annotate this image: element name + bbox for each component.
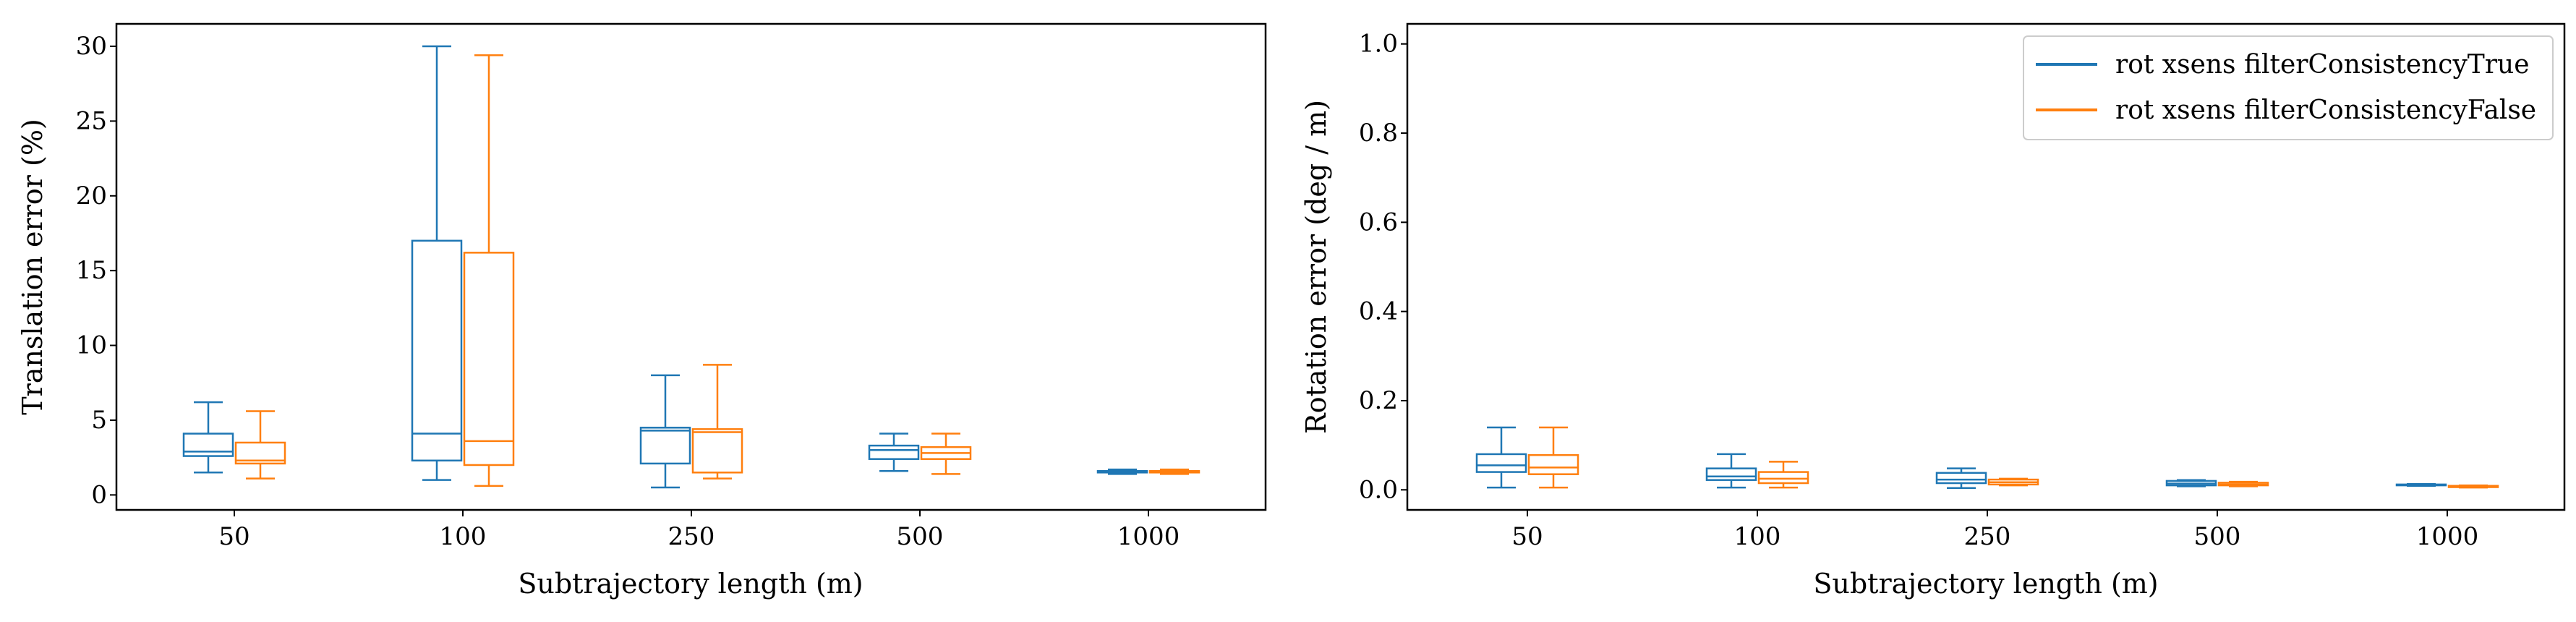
box-true-50 [1475, 426, 1527, 489]
y-tick-label: 0.6 [1359, 208, 1398, 237]
box-false-100 [1757, 461, 1809, 489]
box-iqr [1935, 472, 1987, 485]
plot-area-frame [1406, 22, 2566, 511]
box-true-50 [182, 401, 234, 474]
y-tick-label: 1.0 [1359, 30, 1398, 59]
x-axis-label: Subtrajectory length (m) [518, 568, 863, 600]
box-iqr [1757, 471, 1809, 485]
y-tick-label: 0.4 [1359, 297, 1398, 326]
y-axis-label: Translation error (%) [17, 119, 48, 415]
box-marks [1475, 426, 2499, 490]
y-tick-label: 0.8 [1359, 119, 1398, 148]
box-iqr [639, 427, 691, 465]
box-false-1000 [1148, 468, 1200, 475]
x-tick-label: 1000 [2416, 522, 2479, 551]
x-tick-label: 100 [1734, 522, 1781, 551]
x-tick-label: 500 [897, 522, 944, 551]
rotation-error-panel: Subtrajectory length (m) Rotation error … [1300, 22, 2566, 600]
y-tick-label: 5 [91, 406, 107, 435]
box-true-1000 [2395, 482, 2447, 487]
x-tick-label: 1000 [1117, 522, 1180, 551]
x-tick-label: 500 [2194, 522, 2241, 551]
box-false-250 [691, 364, 743, 480]
box-true-1000 [1096, 468, 1148, 475]
box-iqr [1475, 453, 1527, 473]
box-true-100 [1705, 453, 1757, 489]
box-marks [182, 45, 1200, 489]
box-iqr [234, 441, 286, 465]
y-tick-label: 10 [76, 331, 107, 360]
box-iqr [411, 239, 463, 462]
x-tick-label: 50 [1511, 522, 1543, 551]
box-false-1000 [2447, 484, 2499, 489]
x-axis-label: Subtrajectory length (m) [1813, 568, 2158, 600]
x-tick-label: 100 [440, 522, 487, 551]
y-tick-label: 30 [76, 32, 107, 61]
box-true-250 [639, 374, 691, 489]
legend-label-true: rot xsens filterConsistencyTrue [2115, 50, 2530, 80]
box-iqr [463, 252, 515, 466]
box-true-500 [868, 433, 920, 472]
box-true-500 [2165, 479, 2217, 487]
x-tick-label: 250 [668, 522, 715, 551]
box-iqr [868, 444, 920, 460]
y-axis-label: Rotation error (deg / m) [1300, 100, 1332, 434]
y-tick-label: 0.2 [1359, 386, 1398, 415]
plot-area-frame [115, 22, 1267, 511]
box-false-100 [463, 54, 515, 487]
box-iqr [691, 428, 743, 474]
legend: rot xsens filterConsistencyTrue rot xsen… [2023, 35, 2554, 140]
box-false-500 [2217, 480, 2269, 487]
box-false-500 [920, 433, 972, 475]
x-tick-label: 50 [218, 522, 250, 551]
box-iqr [182, 433, 234, 457]
y-tick-label: 15 [76, 256, 107, 285]
y-tick-label: 25 [76, 106, 107, 135]
translation-error-panel: Subtrajectory length (m) Translation err… [17, 22, 1267, 600]
legend-frame [2023, 35, 2554, 140]
box-false-250 [1987, 477, 2039, 487]
box-false-50 [1527, 426, 1579, 489]
legend-label-false: rot xsens filterConsistencyFalse [2115, 95, 2536, 125]
y-tick-label: 0.0 [1359, 475, 1398, 504]
box-iqr [1705, 467, 1757, 481]
y-tick-label: 0 [91, 480, 107, 509]
box-true-250 [1935, 467, 1987, 490]
box-iqr [1527, 453, 1579, 475]
box-true-100 [411, 45, 463, 481]
y-tick-label: 20 [76, 182, 107, 210]
x-tick-label: 250 [1964, 522, 2011, 551]
box-false-50 [234, 410, 286, 480]
